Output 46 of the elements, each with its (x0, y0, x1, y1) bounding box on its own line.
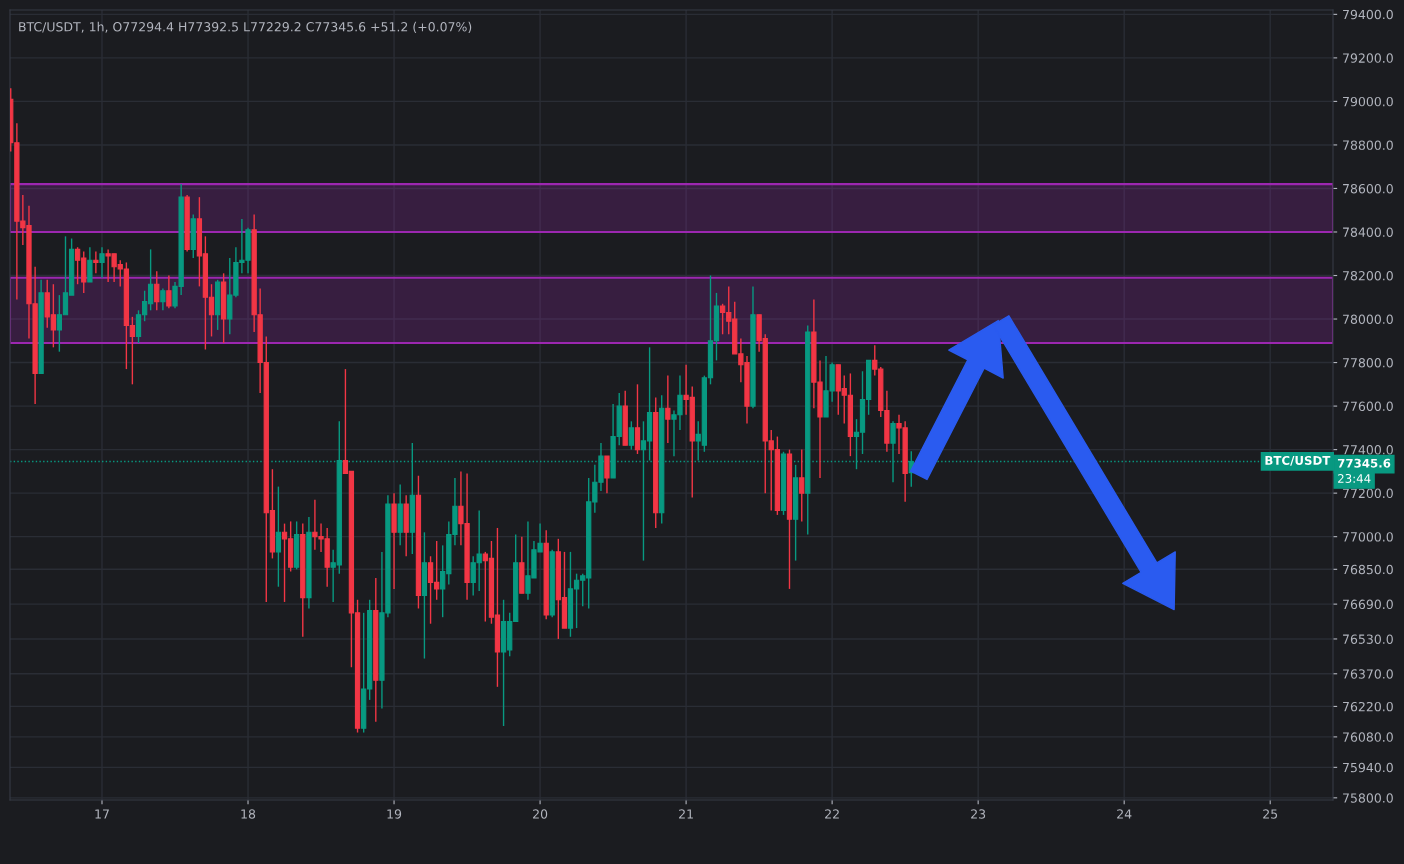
candlestick (160, 287, 166, 312)
y-tick-label: 77000.0 (1343, 532, 1393, 542)
y-tick-label: 76080.0 (1343, 732, 1393, 742)
y-tick-label: 79000.0 (1343, 96, 1393, 107)
x-tick-label: 24 (1117, 809, 1132, 819)
y-tick-label: 79200.0 (1343, 53, 1393, 63)
y-tick-label: 77400.0 (1343, 445, 1393, 455)
candlestick (604, 455, 610, 494)
y-tick-label: 79400.0 (1343, 9, 1393, 20)
candlestick (93, 250, 99, 275)
text: BTC/USDT, 1h, O77294.4 H77392.5 L77229.2 C77345.6 +51.2 (+0.07%) (19, 21, 472, 33)
text: 77345.6 (1337, 458, 1391, 468)
text: 23:44 (1338, 474, 1371, 483)
x-tick-label: 20 (533, 809, 548, 819)
candlestick (275, 485, 282, 588)
y-tick-label: 78400.0 (1343, 227, 1393, 237)
y-tick-label: 78600.0 (1343, 183, 1393, 194)
candlestick (166, 274, 172, 309)
y-tick-label: 77600.0 (1343, 401, 1393, 412)
x-tick-label: 22 (825, 809, 839, 819)
y-tick-label: 75940.0 (1343, 762, 1393, 773)
y-tick-label: 76850.0 (1343, 564, 1393, 575)
candlestick (99, 246, 105, 279)
candlestick (87, 246, 93, 283)
y-tick-label: 78000.0 (1343, 314, 1393, 324)
y-tick-label: 77800.0 (1343, 358, 1393, 368)
x-tick-label: 17 (95, 809, 109, 819)
y-tick-label: 76370.0 (1343, 669, 1393, 679)
y-tick-label: 75800.0 (1343, 793, 1393, 803)
y-tick-label: 77200.0 (1343, 488, 1393, 499)
candlestick (628, 420, 634, 451)
y-tick-label: 76220.0 (1343, 701, 1393, 712)
y-tick-label: 78200.0 (1343, 270, 1393, 281)
candlestick (665, 374, 671, 444)
ref-line-label: BTC/USDT (1265, 455, 1331, 466)
x-tick-label: 21 (679, 809, 693, 819)
y-tick-label: 76530.0 (1343, 634, 1393, 644)
x-tick-label: 23 (971, 809, 986, 819)
candlestick (799, 448, 805, 523)
y-tick-label: 76690.0 (1343, 599, 1393, 610)
candlestick (634, 383, 641, 455)
candlestick (154, 270, 160, 312)
x-tick-label: 25 (1263, 809, 1278, 819)
y-tick-label: 78800.0 (1343, 140, 1393, 150)
x-tick-label: 18 (241, 809, 256, 819)
x-tick-label: 19 (387, 809, 402, 819)
